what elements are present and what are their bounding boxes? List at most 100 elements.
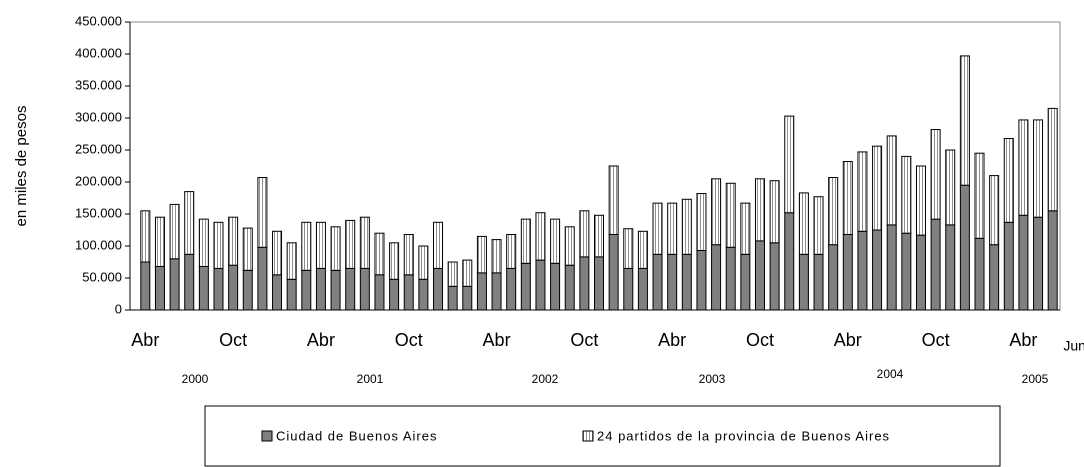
bar-segment: [418, 245, 429, 280]
bar-segment: [711, 244, 722, 311]
y-tick-label: 450.000: [75, 13, 122, 28]
bar-segment: [637, 230, 648, 269]
bar-segment: [608, 233, 619, 311]
bar-segment: [374, 274, 385, 311]
bar-segment: [359, 216, 370, 269]
bar-segment: [886, 135, 897, 226]
bar-segment: [330, 226, 341, 271]
bar-segment: [242, 269, 253, 311]
bar-segment: [374, 232, 385, 276]
bar-segment: [345, 267, 356, 311]
bar-segment: [535, 259, 546, 311]
bar-segment: [1018, 214, 1029, 311]
y-tick-label: 400.000: [75, 45, 122, 60]
bar-segment: [784, 115, 795, 214]
year-label: 2001: [357, 372, 384, 386]
bar-segment: [564, 264, 575, 311]
bar-segment: [579, 210, 590, 258]
legend-box: [204, 405, 1001, 467]
legend-label: 24 partidos de la provincia de Buenos Ai…: [597, 428, 890, 443]
bar-segment: [959, 55, 970, 186]
bar-segment: [798, 192, 809, 255]
x-tick-label: Jun: [1063, 338, 1084, 354]
bar-segment: [403, 233, 414, 276]
legend-label: Ciudad de Buenos Aires: [276, 428, 437, 443]
x-tick-label: Abr: [834, 330, 862, 350]
bar-segment: [272, 230, 283, 276]
bar-segment: [945, 149, 956, 226]
bar-segment: [901, 232, 912, 311]
bar-segment: [594, 256, 604, 311]
bar-segment: [198, 265, 209, 311]
y-tick-label: 300.000: [75, 109, 122, 124]
bar-segment: [857, 230, 868, 311]
bar-segment: [1003, 221, 1014, 311]
bar-segment: [389, 242, 400, 280]
y-tick-label: 350.000: [75, 77, 122, 92]
bar-segment: [579, 256, 590, 311]
bar-segment: [798, 253, 809, 311]
bar-segment: [506, 267, 517, 311]
x-tick-label: Abr: [131, 330, 159, 350]
bar-segment: [535, 212, 546, 261]
y-tick-label: 50.000: [82, 269, 122, 284]
bar-segment: [681, 253, 692, 311]
year-label: 2003: [699, 372, 726, 386]
bar-segment: [315, 267, 326, 311]
bar-segment: [520, 218, 531, 264]
bar-segment: [623, 267, 634, 311]
bar-segment: [257, 177, 268, 248]
bar-segment: [769, 242, 780, 311]
bar-segment: [184, 191, 195, 255]
bar-segment: [184, 253, 195, 311]
y-tick-label: 150.000: [75, 205, 122, 220]
bar-segment: [813, 253, 824, 311]
x-tick-label: Oct: [395, 330, 423, 350]
x-tick-label: Oct: [570, 330, 598, 350]
bar-segment: [857, 151, 868, 232]
bar-segment: [213, 221, 224, 269]
bar-segment: [725, 182, 736, 248]
bar-segment: [740, 253, 751, 311]
bar-segment: [828, 177, 839, 246]
x-tick-label: Oct: [922, 330, 950, 350]
bar-segment: [915, 165, 926, 236]
bar-segment: [959, 184, 970, 311]
x-tick-label: Abr: [307, 330, 335, 350]
bar-segment: [506, 233, 517, 269]
legend-swatch: [582, 430, 594, 442]
bar-segment: [169, 258, 180, 311]
bar-segment: [886, 224, 897, 311]
bar-segment: [754, 240, 765, 311]
y-axis-label: en miles de pesos: [13, 106, 30, 227]
x-tick-label: Oct: [746, 330, 774, 350]
bar-segment: [828, 244, 839, 311]
bar-segment: [872, 145, 883, 231]
year-label: 2004: [877, 367, 904, 381]
bar-segment: [901, 155, 912, 234]
bar-segment: [389, 278, 400, 311]
bar-segment: [1033, 216, 1044, 311]
bar-segment: [813, 196, 824, 255]
bar-segment: [286, 242, 297, 280]
bar-segment: [476, 272, 487, 311]
bar-segment: [667, 202, 678, 255]
bar-segment: [154, 265, 165, 311]
bar-segment: [915, 234, 926, 311]
bar-segment: [989, 175, 1000, 246]
bar-segment: [140, 261, 151, 311]
bar-segment: [637, 267, 648, 311]
bar-segment: [213, 267, 224, 311]
bar-segment: [550, 218, 561, 264]
bar-segment: [228, 264, 239, 311]
bar-segment: [242, 227, 253, 271]
y-tick-label: 100.000: [75, 237, 122, 252]
y-tick-label: 200.000: [75, 173, 122, 188]
x-tick-label: Abr: [1009, 330, 1037, 350]
bar-segment: [930, 129, 941, 220]
bar-segment: [359, 267, 370, 311]
year-label: 2000: [182, 372, 209, 386]
bar-segment: [652, 253, 663, 311]
x-tick-label: Abr: [483, 330, 511, 350]
bar-segment: [711, 178, 722, 246]
